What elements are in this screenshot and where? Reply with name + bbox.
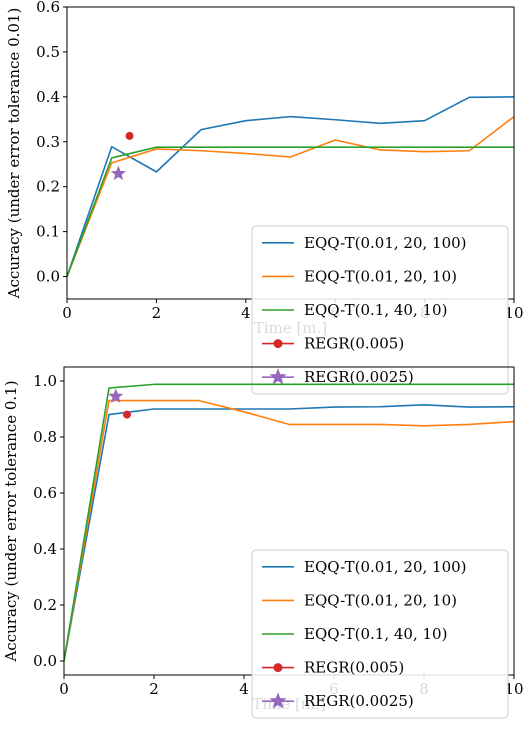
series-line-1 bbox=[67, 115, 514, 277]
y-tick-label: 1.0 bbox=[33, 372, 57, 390]
legend-marker-4 bbox=[269, 692, 287, 709]
legend-box bbox=[251, 225, 509, 395]
series-line-0 bbox=[67, 96, 514, 277]
legend-marker-4 bbox=[269, 368, 287, 385]
x-tick-label: 0 bbox=[59, 680, 69, 698]
plot-area bbox=[64, 383, 514, 662]
x-tick-label: 4 bbox=[241, 304, 251, 322]
legend-label-3: REGR(0.005) bbox=[304, 659, 404, 677]
x-tick-label: 10 bbox=[504, 680, 523, 698]
chart-bottom: 02468100.00.20.40.60.81.0Time [m.]Accura… bbox=[2, 366, 524, 719]
series-line-1 bbox=[64, 399, 514, 662]
y-tick-label: 0.1 bbox=[36, 223, 60, 241]
legend-label-0: EQQ-T(0.01, 20, 100) bbox=[304, 234, 467, 252]
y-tick-label: 0.3 bbox=[36, 133, 60, 151]
x-tick-label: 2 bbox=[149, 680, 159, 698]
x-tick-label: 10 bbox=[504, 304, 523, 322]
x-tick-label: 4 bbox=[239, 680, 249, 698]
y-axis-label: Accuracy (under error tolerance 0.1) bbox=[2, 380, 20, 662]
y-tick-label: 0.8 bbox=[33, 428, 57, 446]
legend-label-0: EQQ-T(0.01, 20, 100) bbox=[304, 558, 467, 576]
legend: EQQ-T(0.01, 20, 100) EQQ-T(0.01, 20, 10) E… bbox=[251, 549, 509, 719]
plot-area bbox=[67, 96, 514, 277]
series-line-0 bbox=[64, 403, 514, 662]
y-tick-label: 0.4 bbox=[33, 540, 57, 558]
legend-label-1: EQQ-T(0.01, 20, 10) bbox=[304, 267, 457, 285]
y-tick-label: 0.0 bbox=[36, 268, 60, 286]
legend-box bbox=[251, 549, 509, 719]
legend-marker-3 bbox=[273, 339, 283, 349]
data-point-4 bbox=[110, 165, 127, 181]
series-line-2 bbox=[67, 146, 514, 277]
y-tick-label: 0.5 bbox=[36, 43, 60, 61]
y-tick-label: 0.0 bbox=[33, 652, 57, 670]
legend-label-3: REGR(0.005) bbox=[304, 335, 404, 353]
y-tick-label: 0.6 bbox=[36, 0, 60, 16]
y-axis-label: Accuracy (under error tolerance 0.01) bbox=[5, 8, 23, 300]
data-point-3 bbox=[125, 131, 134, 140]
legend-label-2: EQQ-T(0.1, 40, 10) bbox=[304, 625, 447, 643]
legend-label-2: EQQ-T(0.1, 40, 10) bbox=[304, 301, 447, 319]
y-tick-label: 0.2 bbox=[33, 596, 57, 614]
legend-label-4: REGR(0.0025) bbox=[304, 368, 414, 386]
chart-top: 02468100.00.10.20.30.40.50.6Time [m.]Acc… bbox=[5, 0, 524, 395]
y-tick-label: 0.6 bbox=[33, 484, 57, 502]
x-tick-label: 2 bbox=[152, 304, 162, 322]
x-tick-label: 0 bbox=[62, 304, 72, 322]
legend-marker-3 bbox=[273, 663, 283, 673]
data-point-3 bbox=[123, 410, 131, 419]
y-tick-label: 0.4 bbox=[36, 88, 60, 106]
legend-label-1: EQQ-T(0.01, 20, 10) bbox=[304, 591, 457, 609]
legend: EQQ-T(0.01, 20, 100) EQQ-T(0.01, 20, 10) E… bbox=[251, 225, 509, 395]
series-line-2 bbox=[64, 383, 514, 662]
data-point-4 bbox=[108, 388, 124, 403]
y-tick-label: 0.2 bbox=[36, 178, 60, 196]
legend-label-4: REGR(0.0025) bbox=[304, 692, 414, 710]
